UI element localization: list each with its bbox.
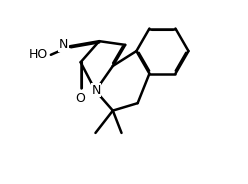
- Text: N: N: [91, 84, 101, 97]
- Text: O: O: [76, 92, 86, 105]
- Text: HO: HO: [29, 48, 48, 61]
- Text: N: N: [59, 38, 68, 51]
